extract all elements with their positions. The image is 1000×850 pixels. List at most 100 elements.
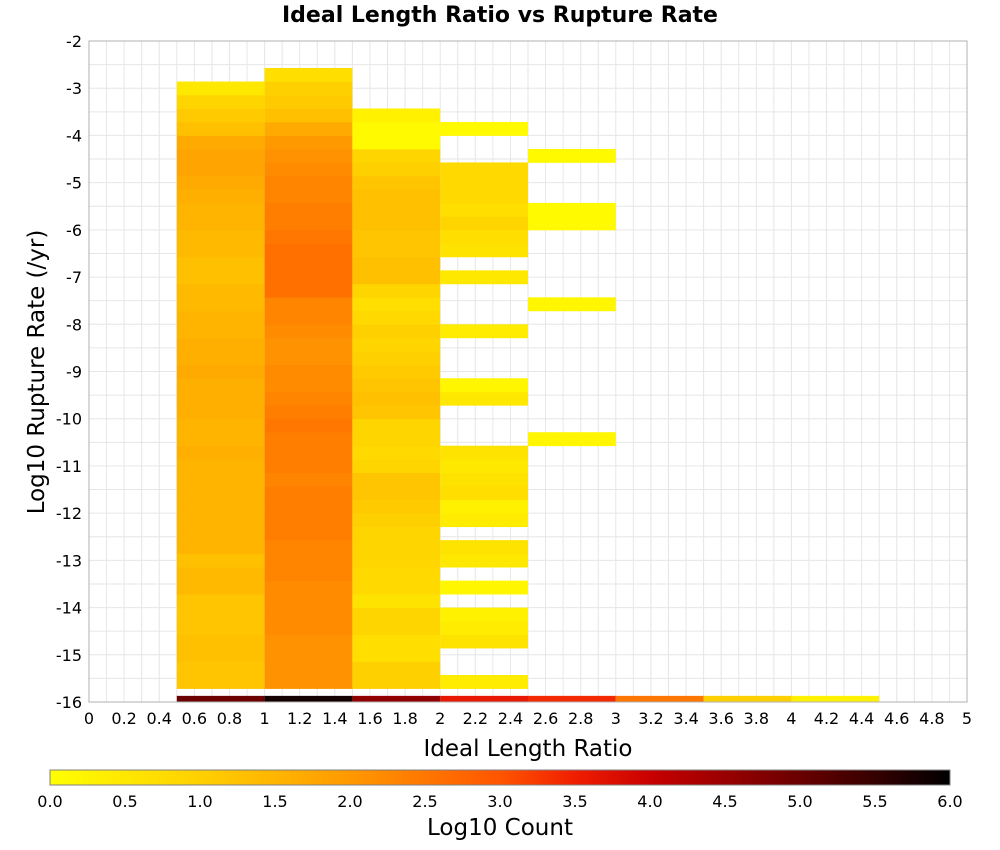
heatmap-cell bbox=[176, 297, 265, 312]
colorbar-tick-label: 1.0 bbox=[187, 792, 212, 811]
heatmap-cell bbox=[528, 695, 616, 703]
heatmap-cell bbox=[352, 540, 441, 555]
x-tick-label: 0 bbox=[84, 709, 94, 728]
heatmap-cell bbox=[264, 189, 353, 204]
heatmap-cell bbox=[352, 418, 441, 433]
colorbar-tick-label: 5.0 bbox=[787, 792, 812, 811]
heatmap-cell bbox=[176, 648, 265, 662]
x-tick-label: 0.6 bbox=[182, 709, 207, 728]
heatmap-cell bbox=[352, 459, 441, 474]
heatmap-cell bbox=[176, 351, 265, 366]
heatmap-cell bbox=[352, 121, 441, 136]
heatmap-cell bbox=[264, 229, 353, 244]
heatmap-cell bbox=[176, 607, 265, 622]
heatmap-cell bbox=[176, 148, 265, 163]
heatmap-cell bbox=[264, 108, 353, 123]
heatmap-cell bbox=[176, 472, 265, 487]
heatmap-cell bbox=[264, 459, 353, 474]
heatmap-cell bbox=[176, 405, 265, 420]
colorbar-tick-label: 2.5 bbox=[412, 792, 437, 811]
colorbar-tick-label: 3.0 bbox=[487, 792, 512, 811]
heatmap-cell bbox=[352, 648, 441, 662]
heatmap-cell bbox=[791, 695, 880, 703]
colorbar-tick-label: 2.0 bbox=[337, 792, 362, 811]
heatmap-cell bbox=[528, 216, 616, 231]
heatmap-cell bbox=[264, 472, 353, 487]
heatmap-cell bbox=[352, 675, 441, 689]
x-axis-label: Ideal Length Ratio bbox=[423, 736, 632, 762]
y-tick-label: -5 bbox=[66, 174, 82, 193]
heatmap-cell bbox=[528, 148, 616, 163]
heatmap-cell bbox=[176, 391, 265, 406]
chart-title: Ideal Length Ratio vs Rupture Rate bbox=[282, 3, 718, 28]
x-tick-label: 4.2 bbox=[814, 709, 839, 728]
heatmap-cell bbox=[264, 243, 353, 258]
heatmap-cell bbox=[440, 175, 528, 190]
heatmap-cell bbox=[176, 310, 265, 325]
colorbar-label: Log10 Count bbox=[427, 815, 573, 841]
heatmap-cell bbox=[264, 351, 353, 366]
heatmap-cell bbox=[264, 202, 353, 217]
x-tick-label: 4.6 bbox=[884, 709, 909, 728]
heatmap-cell bbox=[352, 553, 441, 568]
x-tick-label: 1.6 bbox=[357, 709, 382, 728]
heatmap-cell bbox=[352, 256, 441, 271]
colorbar bbox=[49, 769, 951, 786]
heatmap-cell bbox=[176, 445, 265, 460]
heatmap-cell bbox=[176, 621, 265, 635]
colorbar-tick-label: 0.5 bbox=[112, 792, 137, 811]
heatmap-cell bbox=[528, 297, 616, 312]
heatmap-cell bbox=[352, 445, 441, 460]
heatmap-cell bbox=[176, 634, 265, 649]
heatmap-cell bbox=[176, 364, 265, 379]
heatmap-cell bbox=[176, 499, 265, 514]
x-tick-label: 3 bbox=[611, 709, 621, 728]
heatmap-cell bbox=[264, 567, 353, 581]
heatmap-cell bbox=[528, 202, 616, 217]
heatmap-cell bbox=[352, 499, 441, 514]
heatmap-cell bbox=[176, 661, 265, 676]
heatmap-cell bbox=[264, 378, 353, 393]
heatmap-cell bbox=[176, 580, 265, 595]
heatmap-cell bbox=[264, 405, 353, 420]
heatmap-cell bbox=[440, 445, 528, 460]
colorbar-tick-label: 4.5 bbox=[712, 792, 737, 811]
heatmap-cell bbox=[352, 621, 441, 635]
x-tick-label: 3.6 bbox=[708, 709, 733, 728]
x-tick-label: 1 bbox=[260, 709, 270, 728]
y-tick-label: -12 bbox=[56, 504, 82, 523]
heatmap-cell bbox=[264, 81, 353, 96]
heatmap-cell bbox=[440, 243, 528, 258]
heatmap-cell bbox=[352, 148, 441, 163]
heatmap-cell bbox=[264, 162, 353, 177]
heatmap-cell bbox=[440, 553, 528, 568]
x-tick-label: 5 bbox=[962, 709, 972, 728]
heatmap-cell bbox=[264, 364, 353, 379]
heatmap-cell bbox=[264, 256, 353, 271]
heatmap-cell bbox=[264, 418, 353, 433]
heatmap-cell bbox=[176, 135, 265, 150]
x-tick-label: 3.4 bbox=[673, 709, 698, 728]
x-tick-label: 4.8 bbox=[919, 709, 944, 728]
heatmap-cell bbox=[440, 459, 528, 474]
x-tick-label: 4 bbox=[786, 709, 796, 728]
heatmap-cell bbox=[352, 405, 441, 420]
heatmap-cell bbox=[352, 378, 441, 393]
heatmap-cell bbox=[264, 283, 353, 298]
y-tick-label: -14 bbox=[56, 599, 82, 618]
heatmap-cell bbox=[352, 270, 441, 285]
heatmap-cell bbox=[440, 229, 528, 244]
heatmap-cell bbox=[352, 661, 441, 676]
heatmap-cell bbox=[264, 94, 353, 109]
heatmap-cell bbox=[176, 378, 265, 393]
heatmap-cell bbox=[264, 540, 353, 555]
colorbar-tick-label: 6.0 bbox=[937, 792, 962, 811]
heatmap-cell bbox=[264, 121, 353, 136]
y-tick-label: -10 bbox=[56, 410, 82, 429]
colorbar-ticks: 0.0 0.5 1.0 1.5 2.0 2.5 3.0 3.5 4.0 4.5 5.0 5.5 6.0 bbox=[37, 792, 962, 811]
heatmap-cell bbox=[264, 661, 353, 676]
heatmap-cell bbox=[264, 445, 353, 460]
y-tick-label: -15 bbox=[56, 646, 82, 665]
heatmap-cell bbox=[352, 695, 441, 703]
heatmap-cell bbox=[440, 675, 528, 689]
